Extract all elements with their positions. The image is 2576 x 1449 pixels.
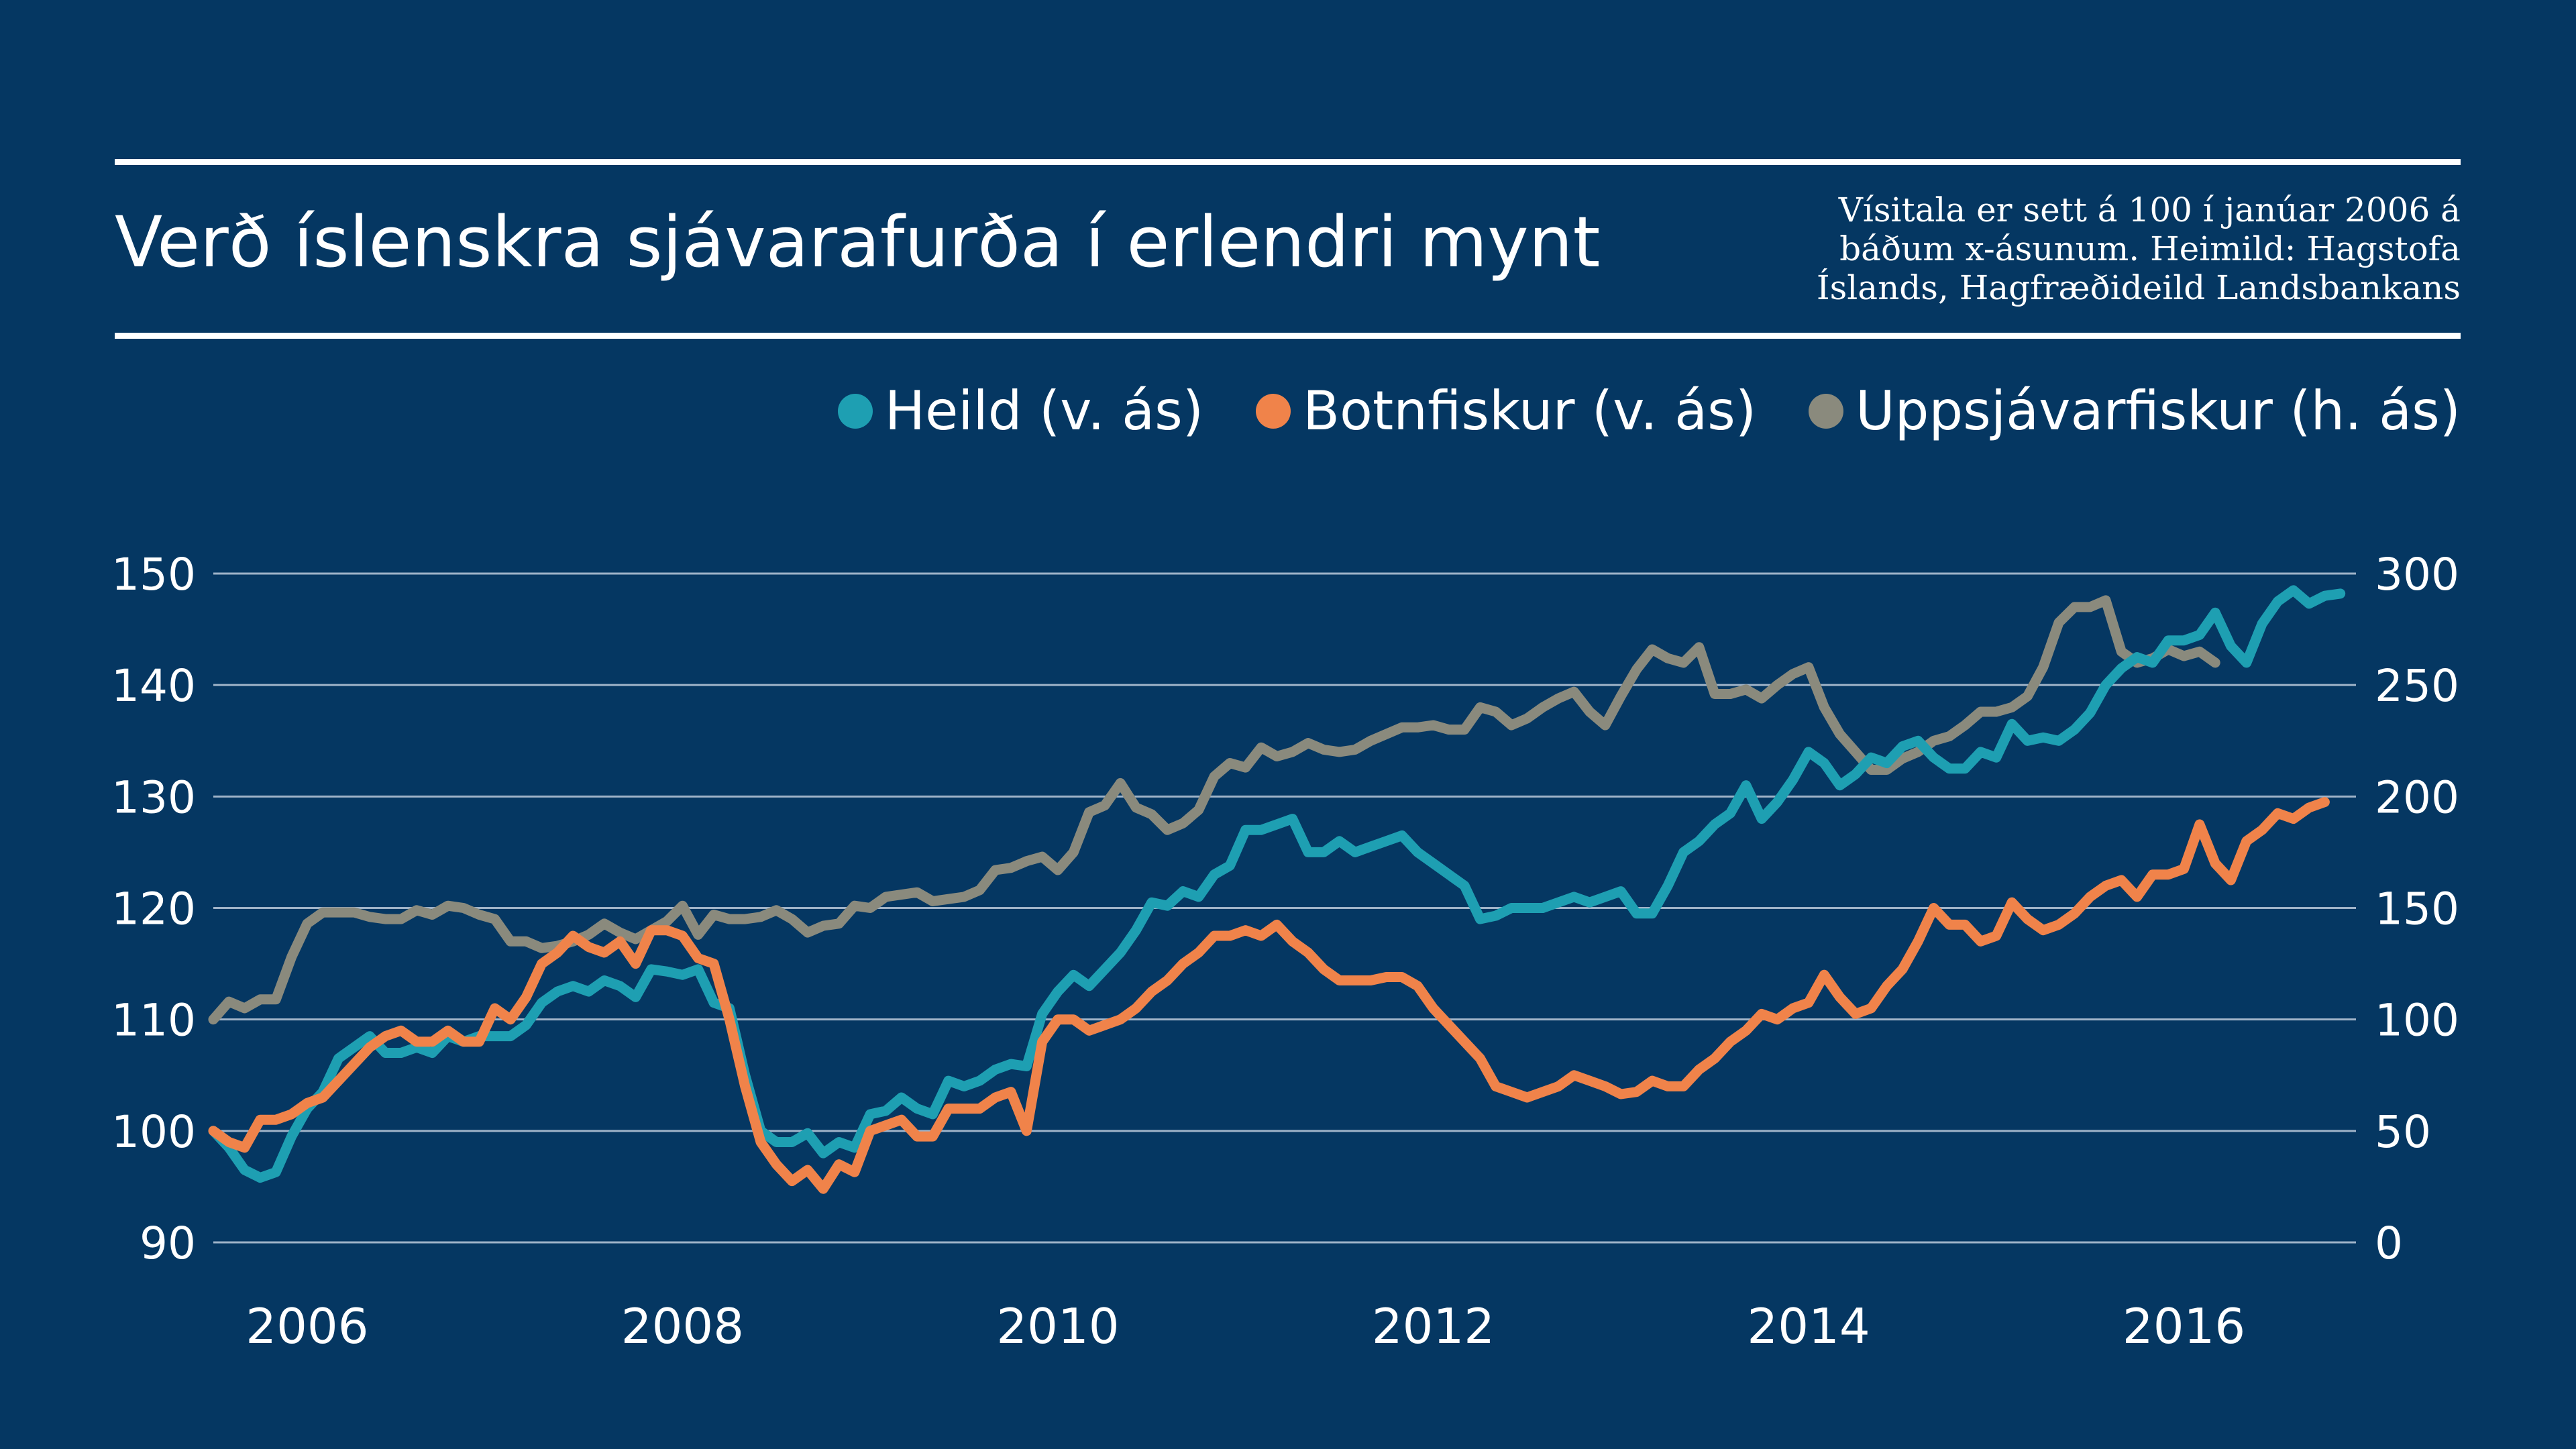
- chart-legend: Heild (v. ás) Botnfiskur (v. ás) Uppsjáv…: [837, 380, 2461, 442]
- series-lines: [208, 585, 2346, 1194]
- right-axis-tick-label: 150: [2375, 883, 2459, 935]
- chart-title: Verð íslenskra sjávarafurða í erlendri m…: [115, 201, 1601, 283]
- legend-item-heild: Heild (v. ás): [837, 380, 1204, 442]
- left-axis-tick-label: 130: [111, 771, 196, 823]
- right-axis-tick-label: 200: [2375, 771, 2459, 823]
- legend-label-uppsjavarfiskur: Uppsjávarfiskur (h. ás): [1856, 380, 2461, 442]
- x-axis-tick-label: 2008: [621, 1298, 744, 1354]
- source-note-line-3: Íslands, Hagfræðideild Landsbankans: [1816, 268, 2461, 307]
- source-note: Vísitala er sett á 100 í janúar 2006 á b…: [1723, 191, 2461, 307]
- x-axis-tick-label: 2006: [246, 1298, 368, 1354]
- title-rule-bottom: [115, 333, 2461, 339]
- legend-swatch-heild: [837, 393, 873, 429]
- right-axis-ticks: 0 50 100 150 200 250 300: [2375, 549, 2459, 1269]
- legend-swatch-botnfiskur: [1256, 393, 1291, 429]
- left-axis-tick-label: 140: [111, 660, 196, 712]
- legend-label-heild: Heild (v. ás): [884, 380, 1204, 442]
- left-axis-ticks: 90 100 110 120 130 140 150: [111, 549, 196, 1269]
- x-axis-tick-label: 2014: [1747, 1298, 1870, 1354]
- source-note-line-1: Vísitala er sett á 100 í janúar 2006 á: [1838, 191, 2461, 229]
- x-axis-tick-label: 2012: [1372, 1298, 1495, 1354]
- legend-item-uppsjavarfiskur: Uppsjávarfiskur (h. ás): [1809, 380, 2461, 442]
- legend-label-botnfiskur: Botnfiskur (v. ás): [1303, 380, 1757, 442]
- right-axis-tick-label: 100: [2375, 995, 2459, 1046]
- x-axis-tick-label: 2010: [996, 1298, 1119, 1354]
- title-rule-top: [115, 159, 2461, 165]
- x-axis-ticks: 2006 2008 2010 2012 2014 2016: [246, 1298, 2245, 1354]
- legend-item-botnfiskur: Botnfiskur (v. ás): [1256, 380, 1756, 442]
- series-line-heild: [208, 585, 2346, 1183]
- source-note-line-2: báðum x-ásunum. Heimild: Hagstofa: [1839, 229, 2461, 268]
- gridlines: [213, 572, 2356, 1244]
- left-axis-tick-label: 150: [111, 549, 196, 600]
- left-axis-tick-label: 100: [111, 1106, 196, 1158]
- right-axis-tick-label: 250: [2375, 660, 2459, 712]
- legend-swatch-uppsjavarfiskur: [1809, 393, 1844, 429]
- series-line-botnfiskur: [208, 797, 2330, 1194]
- x-axis-tick-label: 2016: [2123, 1298, 2245, 1354]
- right-axis-tick-label: 300: [2375, 549, 2459, 600]
- left-axis-tick-label: 90: [140, 1218, 196, 1269]
- right-axis-tick-label: 50: [2375, 1106, 2431, 1158]
- left-axis-tick-label: 120: [111, 883, 196, 935]
- series-line-uppsjavarfiskur: [208, 595, 2220, 1025]
- left-axis-tick-label: 110: [111, 995, 196, 1046]
- right-axis-tick-label: 0: [2375, 1218, 2403, 1269]
